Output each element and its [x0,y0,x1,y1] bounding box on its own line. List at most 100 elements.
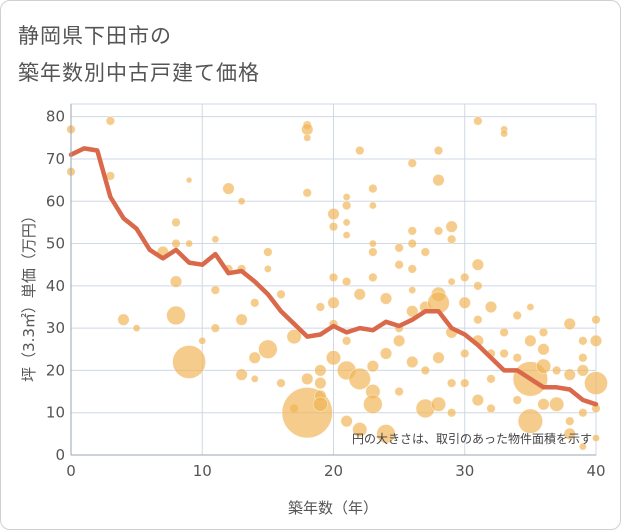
bubble-point [430,396,446,412]
bubble-point [592,434,600,442]
x-tick-label: 0 [66,462,76,480]
bubble-point [342,231,351,239]
bubble-point [222,182,235,195]
size-note: 円の大きさは、取引のあった物件面積を示す [352,431,592,446]
x-tick-label: 30 [455,462,474,480]
bubble-point [276,289,286,299]
bubble-point [340,415,353,428]
bubble-point [432,174,445,187]
y-tick-label: 40 [46,277,65,295]
y-tick-label: 70 [46,150,65,168]
bubble-point [325,350,341,366]
bubble-point [408,286,417,294]
bubble-point [538,327,549,337]
bubble-point [286,329,302,345]
bubble-point [500,129,509,138]
bubble-point [576,364,589,377]
bubble-point [445,220,458,233]
bubble-point [407,264,417,274]
y-tick-label: 30 [46,319,65,337]
bubble-point [535,358,551,374]
bubble-point [198,336,207,345]
bubble-point [563,368,576,381]
bubble-point [169,275,183,288]
bubble-point [301,372,314,385]
bubble-point [248,351,261,364]
bubble-point [578,353,588,363]
y-tick-label: 0 [55,446,65,464]
y-tick-label: 50 [46,235,65,253]
bubble-point [185,239,194,248]
bubble-point [394,386,404,397]
x-tick-label: 20 [324,462,343,480]
bubble-point [471,393,484,407]
bubble-point [578,336,588,346]
bubble-point [512,395,522,405]
bubble-point [342,193,351,201]
bubble-point [166,305,186,326]
bubble-point [407,238,417,249]
bubble-point [394,243,404,253]
bubble-point [537,343,550,356]
bubble-point [512,310,522,321]
bubble-point [526,303,535,311]
bubble-point [537,398,550,411]
average-price-line [68,146,599,407]
bubble-point [328,222,339,232]
bubble-point [237,197,246,206]
bubble-point [447,408,457,418]
bubble-point [185,176,193,184]
bubble-point [368,201,377,210]
bubble-point [172,345,206,379]
bubble-point [210,323,220,333]
bubble-point [327,296,340,309]
bubble-point [552,365,562,376]
bubble-point [117,313,130,326]
bubble-point [524,334,537,347]
bubble-point [235,368,248,381]
bubble-point [473,315,483,325]
bubble-point [250,374,259,383]
bubble-point [563,427,576,440]
bubble-point [327,207,340,221]
bubble-point [458,296,471,309]
bubble-point [368,272,378,283]
bubble-point [250,298,260,308]
bubble-point [473,116,483,126]
bubble-point [420,247,430,257]
bubble-point [517,408,543,434]
y-tick-label: 80 [46,108,65,126]
bubble-point [315,302,325,312]
bubble-point [276,378,286,388]
bubble-point [210,285,220,295]
bubble-point [407,158,417,168]
bubble-point [447,378,457,388]
bubble-point [302,188,312,198]
y-axis-label: 坪（3.3㎡）単価（万円） [20,208,38,382]
bubble-point [314,364,327,377]
bubble-point [407,226,417,236]
bubble-point [460,348,470,359]
bubble-point [352,422,368,438]
bubble-point [303,133,312,142]
bubble-point [393,334,406,347]
x-axis-label: 築年数（年） [288,499,378,517]
bubble-point [447,234,457,244]
bubble-point [394,260,404,270]
bubble-point [342,200,352,211]
bubble-point [263,247,273,257]
bubble-point [447,277,456,286]
bubble-point [471,258,484,271]
bubble-point [342,336,352,346]
bubble-point [342,276,352,287]
bubble-point [591,315,601,325]
bubble-point [355,145,365,156]
y-tick-label: 10 [46,404,65,422]
bubble-point [328,272,339,283]
bubble-point [258,339,278,359]
bubble-point [376,424,396,444]
bubble-point [406,305,419,318]
bubble-point [379,292,393,305]
bubble-point [171,217,181,228]
